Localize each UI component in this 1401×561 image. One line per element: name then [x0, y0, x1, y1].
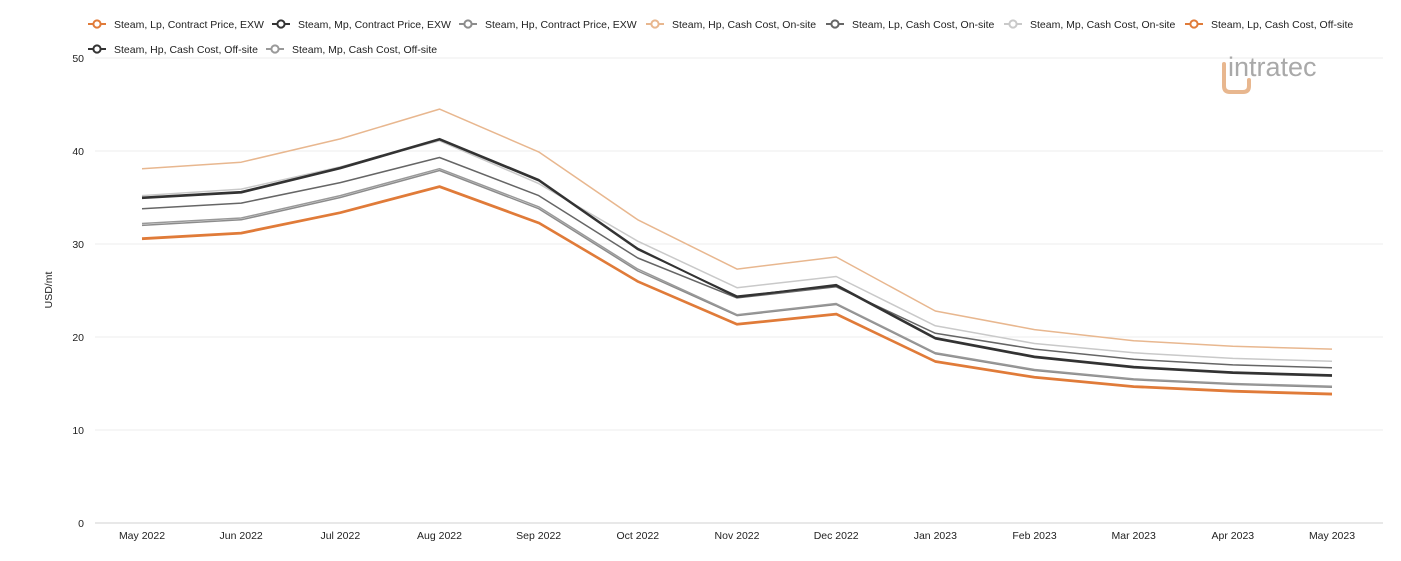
legend-item[interactable]: Steam, Mp, Contract Price, EXW [272, 19, 451, 31]
legend-label: Steam, Lp, Cash Cost, On-site [852, 19, 995, 31]
legend-marker-icon [1189, 19, 1199, 29]
series-line-4 [141, 156, 1333, 369]
legend-item[interactable]: Steam, Mp, Cash Cost, Off-site [266, 44, 437, 56]
series-line-0 [141, 185, 1333, 395]
x-tick-label: Mar 2023 [1111, 530, 1156, 542]
y-tick-label: 10 [72, 425, 84, 437]
legend-marker-icon [276, 19, 286, 29]
y-tick-label: 20 [72, 332, 84, 344]
x-tick-label: Apr 2023 [1212, 530, 1255, 542]
y-tick-label: 0 [78, 518, 84, 530]
chart-legend: Steam, Lp, Contract Price, EXW Steam, Mp,… [88, 19, 1353, 56]
legend-marker-icon [92, 19, 102, 29]
legend-label: Steam, Mp, Contract Price, EXW [298, 19, 451, 31]
x-tick-label: Nov 2022 [715, 530, 760, 542]
legend-marker-icon [650, 19, 660, 29]
x-tick-label: Oct 2022 [617, 530, 660, 542]
series-line-8 [141, 167, 1333, 388]
legend-label: Steam, Hp, Cash Cost, On-site [672, 19, 816, 31]
x-tick-label: Aug 2022 [417, 530, 462, 542]
legend-label: Steam, Lp, Cash Cost, Off-site [1211, 19, 1353, 31]
legend-label: Steam, Mp, Cash Cost, On-site [1030, 19, 1175, 31]
logo-text: intratec [1228, 52, 1317, 82]
series-line-2 [141, 169, 1333, 388]
x-tick-label: May 2023 [1309, 530, 1355, 542]
series-line-3 [141, 108, 1333, 350]
legend-label: Steam, Hp, Contract Price, EXW [485, 19, 637, 31]
x-tick-label: Jan 2023 [914, 530, 957, 542]
x-tick-label: May 2022 [119, 530, 165, 542]
legend-item[interactable]: Steam, Mp, Cash Cost, On-site [1004, 19, 1175, 31]
legend-item[interactable]: Steam, Hp, Cash Cost, On-site [646, 19, 816, 31]
logo-accent-icon [1222, 62, 1251, 94]
x-tick-label: Dec 2022 [814, 530, 859, 542]
legend-marker-icon [92, 44, 102, 54]
legend-label: Steam, Mp, Cash Cost, Off-site [292, 44, 437, 56]
x-tick-label: Feb 2023 [1012, 530, 1057, 542]
chart-gridlines [95, 57, 1383, 524]
legend-item[interactable]: Steam, Lp, Contract Price, EXW [88, 19, 264, 31]
intratec-logo: intratec [1222, 52, 1317, 94]
legend-marker-icon [270, 44, 280, 54]
legend-marker-icon [1008, 19, 1018, 29]
legend-marker-icon [463, 19, 473, 29]
chart-series [141, 108, 1333, 396]
legend-item[interactable]: Steam, Lp, Cash Cost, On-site [826, 19, 995, 31]
legend-marker-icon [830, 19, 840, 29]
legend-label: Steam, Lp, Contract Price, EXW [114, 19, 264, 31]
y-axis: 0 10 20 30 40 50 [72, 53, 84, 530]
series-line-1 [141, 137, 1333, 377]
x-axis: May 2022 Jun 2022 Jul 2022 Aug 2022 Sep 2022… [119, 530, 1355, 542]
y-tick-label: 30 [72, 239, 84, 251]
legend-label: Steam, Hp, Cash Cost, Off-site [114, 44, 258, 56]
legend-item[interactable]: Steam, Lp, Cash Cost, Off-site [1185, 19, 1353, 31]
series-line-6 [141, 186, 1333, 396]
x-tick-label: Jun 2022 [220, 530, 263, 542]
series-line-7 [141, 139, 1333, 377]
y-tick-label: 50 [72, 53, 84, 65]
x-tick-label: Jul 2022 [320, 530, 360, 542]
y-axis-label: USD/mt [43, 272, 55, 309]
y-tick-label: 40 [72, 146, 84, 158]
x-tick-label: Sep 2022 [516, 530, 561, 542]
legend-item[interactable]: Steam, Hp, Contract Price, EXW [459, 19, 637, 31]
legend-item[interactable]: Steam, Hp, Cash Cost, Off-site [88, 44, 258, 56]
